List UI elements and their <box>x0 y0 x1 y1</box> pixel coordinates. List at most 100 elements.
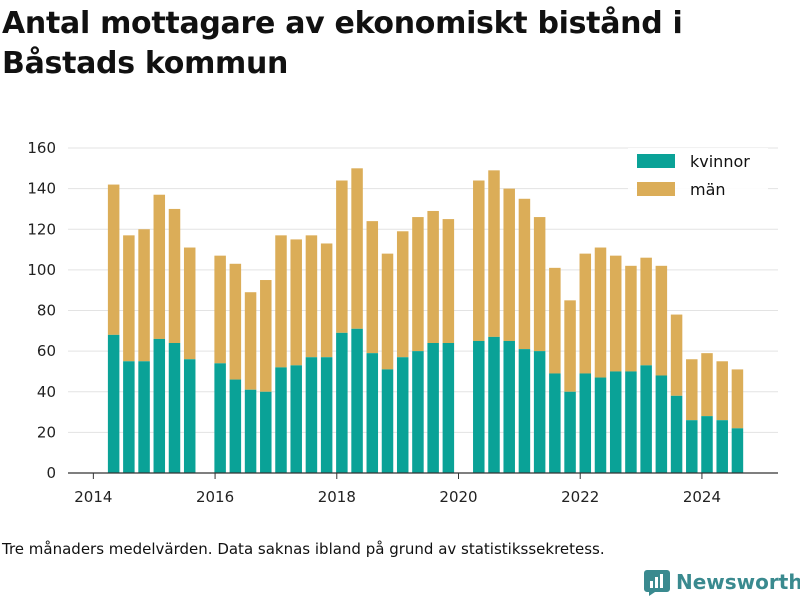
bar-kvinnor <box>336 332 348 473</box>
newsworthy-logo-icon <box>644 570 670 596</box>
bar-man <box>351 168 363 329</box>
x-tick-label: 2014 <box>74 488 112 506</box>
y-tick-label: 140 <box>27 180 56 198</box>
bar-man <box>533 217 546 352</box>
bar-man <box>183 247 196 360</box>
bar-kvinnor <box>655 375 668 473</box>
bar-man <box>229 263 242 380</box>
bar-kvinnor <box>229 379 242 473</box>
bar-kvinnor <box>244 389 257 473</box>
bar-man <box>305 235 318 358</box>
bar-man <box>336 180 348 333</box>
bar-kvinnor <box>305 357 318 473</box>
bar-kvinnor <box>138 361 150 473</box>
bar-man <box>686 359 698 421</box>
bar-kvinnor <box>549 373 561 473</box>
bar-kvinnor <box>533 351 546 473</box>
bar-kvinnor <box>579 373 592 473</box>
y-tick-label: 100 <box>27 261 56 279</box>
bar-man <box>412 217 424 352</box>
legend: kvinnor män <box>628 148 768 200</box>
y-tick-label: 160 <box>27 139 56 157</box>
bar-kvinnor <box>107 334 120 473</box>
bar-kvinnor <box>123 361 135 473</box>
bar-man <box>427 210 439 343</box>
bar-man <box>625 265 637 372</box>
brand-logo[interactable]: Newsworthy <box>644 566 800 598</box>
bar-kvinnor <box>183 359 196 473</box>
legend-label: män <box>690 180 726 199</box>
bar-man <box>670 314 683 396</box>
bar-kvinnor <box>640 365 652 473</box>
bar-man <box>260 280 272 392</box>
bar-kvinnor <box>381 369 394 473</box>
bar-man <box>549 267 561 374</box>
bar-kvinnor <box>594 377 607 473</box>
chart-title: Antal mottagare av ekonomiskt bistånd i … <box>2 6 683 81</box>
x-tick-label: 2024 <box>683 488 721 506</box>
bar-kvinnor <box>609 371 622 473</box>
bar-man <box>275 235 287 368</box>
bar-man <box>320 243 333 358</box>
bar-man <box>153 194 166 339</box>
brand-name: Newsworthy <box>676 570 800 594</box>
bar-kvinnor <box>290 365 302 473</box>
bar-kvinnor <box>625 371 637 473</box>
bar-kvinnor <box>473 340 485 473</box>
bar-man <box>214 255 226 364</box>
bar-man <box>290 239 302 366</box>
bar-kvinnor <box>396 357 409 473</box>
bar-kvinnor <box>260 391 272 473</box>
bar-man <box>168 208 181 343</box>
bar-man <box>488 170 500 337</box>
legend-swatch <box>637 154 675 168</box>
axes: 0 20 40 60 80 100 120 140 160 2014 2016 2018 2020 202… <box>27 139 778 506</box>
y-tick-label: 80 <box>37 302 56 320</box>
bar-kvinnor <box>670 395 683 473</box>
bar-man <box>655 265 668 376</box>
bar-man <box>594 247 607 378</box>
bar-man <box>442 219 455 343</box>
x-tick-label: 2020 <box>439 488 477 506</box>
bar-kvinnor <box>351 328 363 473</box>
bar-kvinnor <box>564 391 576 473</box>
bar-kvinnor <box>168 343 181 473</box>
bar-man <box>609 255 622 372</box>
x-tick-label: 2022 <box>561 488 599 506</box>
bar-man <box>244 292 257 390</box>
bar-man <box>123 235 135 362</box>
bar-man <box>716 361 728 421</box>
bar-kvinnor <box>503 340 515 473</box>
bar-man <box>564 300 576 392</box>
bars <box>107 168 744 473</box>
y-tick-label: 20 <box>37 423 56 441</box>
y-tick-label: 120 <box>27 220 56 238</box>
stacked-bar-chart: 0 20 40 60 80 100 120 140 160 2014 2016 2018 2020 202… <box>27 139 778 506</box>
bar-kvinnor <box>427 343 439 473</box>
bar-man <box>731 369 744 429</box>
bar-kvinnor <box>214 363 226 473</box>
bar-kvinnor <box>320 357 333 473</box>
bar-kvinnor <box>275 367 287 473</box>
bar-kvinnor <box>488 336 500 473</box>
bar-kvinnor <box>701 416 713 473</box>
bar-kvinnor <box>153 338 166 473</box>
y-tick-label: 60 <box>37 342 56 360</box>
x-tick-label: 2016 <box>196 488 234 506</box>
bar-kvinnor <box>686 420 698 473</box>
bar-man <box>138 229 150 362</box>
legend-label: kvinnor <box>690 152 750 171</box>
bar-man <box>396 231 409 358</box>
bar-kvinnor <box>518 349 531 473</box>
bar-man <box>503 188 515 341</box>
bar-man <box>107 184 120 335</box>
bar-kvinnor <box>412 351 424 473</box>
bar-man <box>640 257 652 366</box>
bar-kvinnor <box>442 343 455 473</box>
bar-man <box>473 180 485 341</box>
y-tick-label: 40 <box>37 383 56 401</box>
bar-man <box>518 198 531 350</box>
bar-man <box>381 253 394 370</box>
bar-kvinnor <box>731 428 744 473</box>
bar-kvinnor <box>716 420 728 473</box>
